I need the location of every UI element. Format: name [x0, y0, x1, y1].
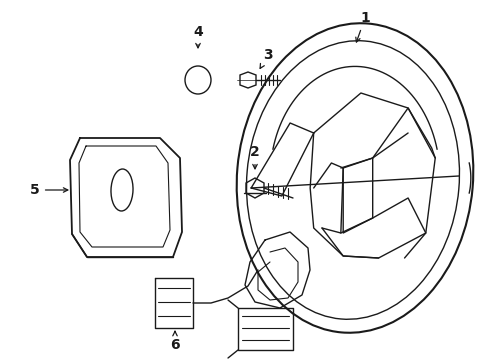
Text: 4: 4 — [193, 25, 203, 48]
Text: 5: 5 — [30, 183, 68, 197]
Text: 6: 6 — [170, 331, 180, 352]
Text: 3: 3 — [260, 48, 272, 68]
Text: 1: 1 — [355, 11, 369, 42]
Text: 2: 2 — [250, 145, 259, 169]
